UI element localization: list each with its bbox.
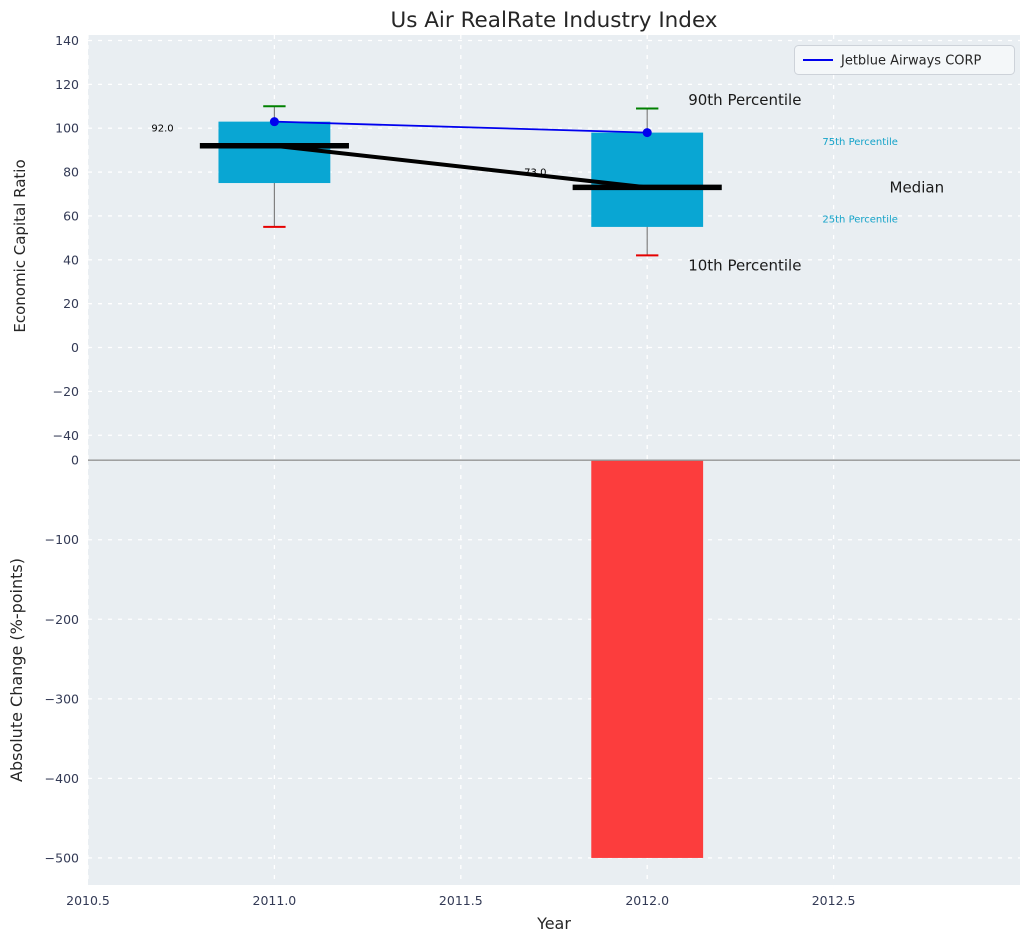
y-tick-label-top: 80 <box>63 165 79 180</box>
x-tick-label: 2012.0 <box>625 893 669 908</box>
y-axis-label-bottom: Absolute Change (%-points) <box>7 558 26 782</box>
annotation-median: Median <box>890 179 945 197</box>
annotation-25th-percentile: 25th Percentile <box>822 215 898 226</box>
percentile-box-2011 <box>218 121 331 184</box>
chart-title: Us Air RealRate Industry Index <box>390 8 717 33</box>
x-tick-label: 2010.5 <box>66 893 110 908</box>
x-axis-label: Year <box>536 914 571 933</box>
y-tick-label-top: 100 <box>55 121 79 136</box>
change-bar-2012 <box>591 460 704 858</box>
annotation-75th-percentile: 75th Percentile <box>822 137 898 148</box>
legend: Jetblue Airways CORP <box>794 45 1015 75</box>
percentile-box-2012 <box>591 132 704 227</box>
y-tick-label-top: 0 <box>71 340 79 355</box>
y-axis-label-top: Economic Capital Ratio <box>11 159 29 332</box>
x-tick-label: 2011.0 <box>253 893 297 908</box>
x-tick-label: 2012.5 <box>812 893 856 908</box>
y-tick-label-bottom: −500 <box>45 850 79 865</box>
y-tick-label-bottom: −200 <box>45 612 79 627</box>
x-tick-label: 2011.5 <box>439 893 483 908</box>
annotation-92-0: 92.0 <box>151 124 173 135</box>
plot-background-bottom <box>88 455 1020 885</box>
y-tick-label-top: 120 <box>55 77 79 92</box>
y-tick-label-bottom: 0 <box>71 453 79 468</box>
y-tick-label-top: −40 <box>53 428 79 443</box>
legend-box <box>794 45 1015 75</box>
y-tick-label-bottom: −400 <box>45 771 79 786</box>
y-tick-label-top: 60 <box>63 208 79 223</box>
plot-background-top <box>88 35 1020 455</box>
y-tick-label-top: −20 <box>53 384 79 399</box>
y-tick-label-top: 140 <box>55 33 79 48</box>
median-trend-line <box>272 143 650 190</box>
jetblue-line <box>274 120 648 134</box>
jetblue-marker-2012 <box>642 128 652 138</box>
y-tick-label-top: 40 <box>63 252 79 267</box>
legend-label: Jetblue Airways CORP <box>840 54 982 69</box>
jetblue-marker-2011 <box>269 117 279 127</box>
y-tick-label-top: 20 <box>63 296 79 311</box>
y-tick-label-bottom: −100 <box>45 532 79 547</box>
annotation-10th-percentile: 10th Percentile <box>688 257 801 275</box>
y-tick-label-bottom: −300 <box>45 691 79 706</box>
plot-render-layer: 140120100806040200−20−400−100−200−300−40… <box>45 33 1020 908</box>
annotation-73-0: 73.0 <box>524 168 546 179</box>
annotation-90th-percentile: 90th Percentile <box>688 91 801 109</box>
